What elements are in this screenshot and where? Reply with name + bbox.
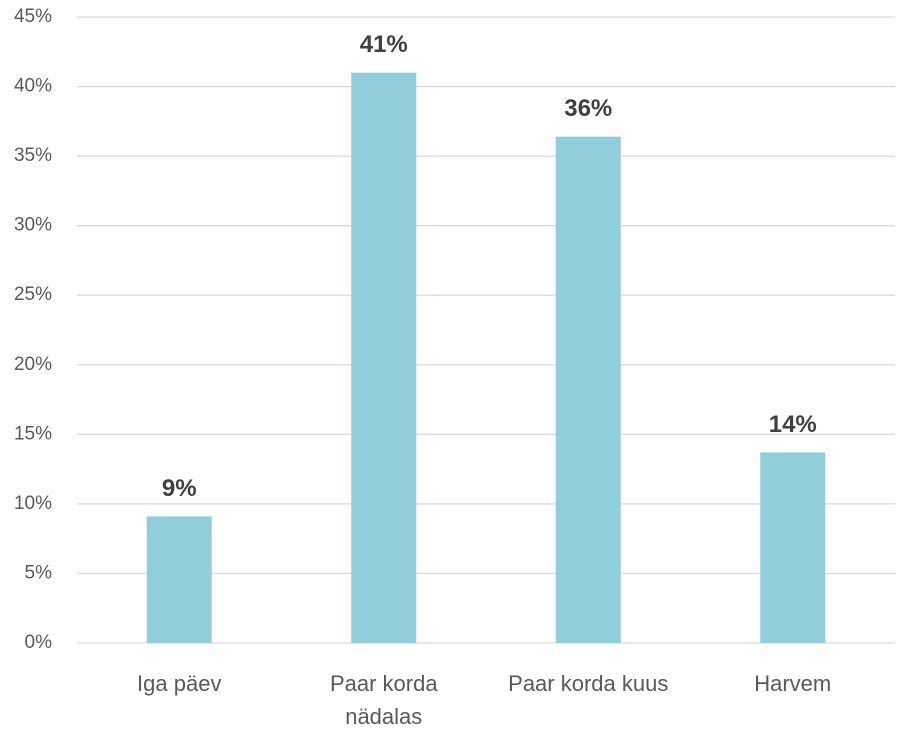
bar bbox=[146, 516, 212, 643]
y-tick-label: 35% bbox=[14, 145, 52, 166]
data-label: 41% bbox=[360, 31, 408, 58]
y-tick-label: 40% bbox=[14, 76, 52, 97]
bar bbox=[351, 72, 417, 643]
x-tick-label: Harvem bbox=[754, 671, 831, 696]
x-tick-label: Iga päev bbox=[137, 671, 221, 696]
data-label: 36% bbox=[564, 95, 612, 122]
x-tick-label: Paar korda kuus bbox=[508, 671, 668, 696]
x-tick-label: Paar korda nädalas bbox=[330, 671, 438, 729]
bar bbox=[760, 452, 826, 643]
data-label: 9% bbox=[162, 475, 197, 502]
y-tick-label: 20% bbox=[14, 354, 52, 375]
y-tick-label: 10% bbox=[14, 493, 52, 514]
bar bbox=[555, 136, 621, 643]
y-tick-label: 15% bbox=[14, 423, 52, 444]
data-label: 14% bbox=[769, 411, 817, 438]
y-tick-label: 25% bbox=[14, 284, 52, 305]
y-tick-label: 45% bbox=[14, 6, 52, 27]
y-tick-label: 30% bbox=[14, 215, 52, 236]
y-tick-label: 0% bbox=[25, 632, 53, 653]
y-tick-label: 5% bbox=[25, 562, 53, 583]
